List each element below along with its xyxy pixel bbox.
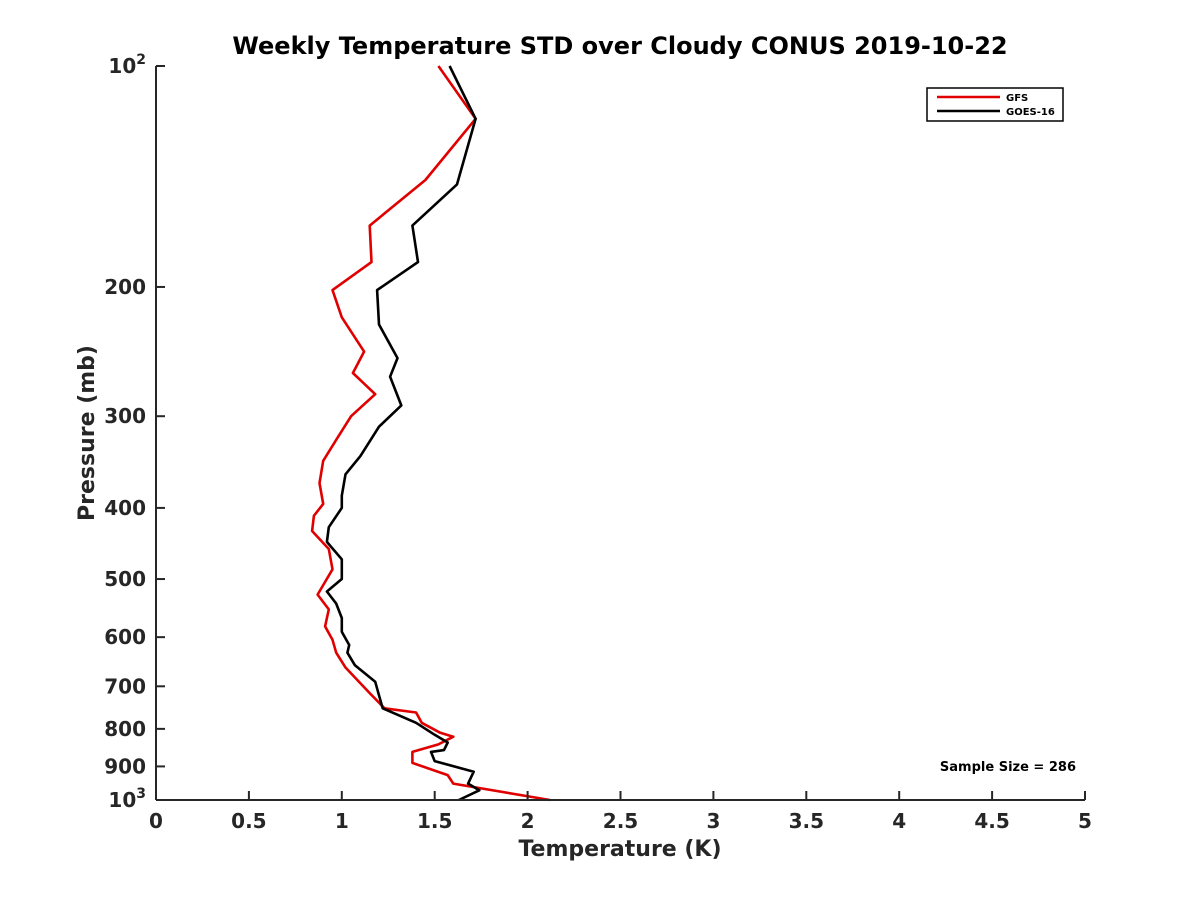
y-tick-label: 900 [104,754,146,778]
sample-size-annotation: Sample Size = 286 [940,760,1076,775]
x-tick-label: 3 [706,809,720,833]
chart-title: Weekly Temperature STD over Cloudy CONUS… [232,32,1007,60]
y-tick-label: 103 [108,786,146,812]
x-tick-label: 2.5 [603,809,638,833]
legend: GFS GOES-16 [926,87,1064,122]
x-tick-label: 1 [335,809,349,833]
legend-label-gfs: GFS [1006,93,1028,104]
x-tick-label: 0.5 [231,809,266,833]
series-line-goes16 [325,65,481,802]
y-tick-label: 200 [104,275,146,299]
y-tick-label: 300 [104,404,146,428]
y-tick-label: 400 [104,496,146,520]
y-ticks: 102 200 300 400 500 600 700 800 900 103 [104,52,165,812]
x-tick-label: 1.5 [417,809,452,833]
series-layer [310,65,551,802]
y-tick-label: 700 [104,674,146,698]
x-tick-label: 3.5 [789,809,824,833]
x-tick-label: 4.5 [974,809,1009,833]
series-line-gfs [310,65,551,802]
y-axis-label: Pressure (mb) [75,345,100,521]
x-tick-label: 0 [149,809,163,833]
y-tick-label: 800 [104,717,146,741]
x-tick-label: 5 [1078,809,1092,833]
x-ticks: 0 0.5 1 1.5 2 2.5 3 3.5 4 4.5 5 [149,791,1092,833]
x-axis-label: Temperature (K) [518,837,721,862]
y-tick-label: 102 [108,52,146,78]
legend-box [926,87,1064,122]
x-tick-label: 4 [892,809,906,833]
legend-label-goes16: GOES-16 [1006,107,1055,118]
y-tick-label: 500 [104,567,146,591]
x-tick-label: 2 [521,809,535,833]
y-tick-label: 600 [104,625,146,649]
